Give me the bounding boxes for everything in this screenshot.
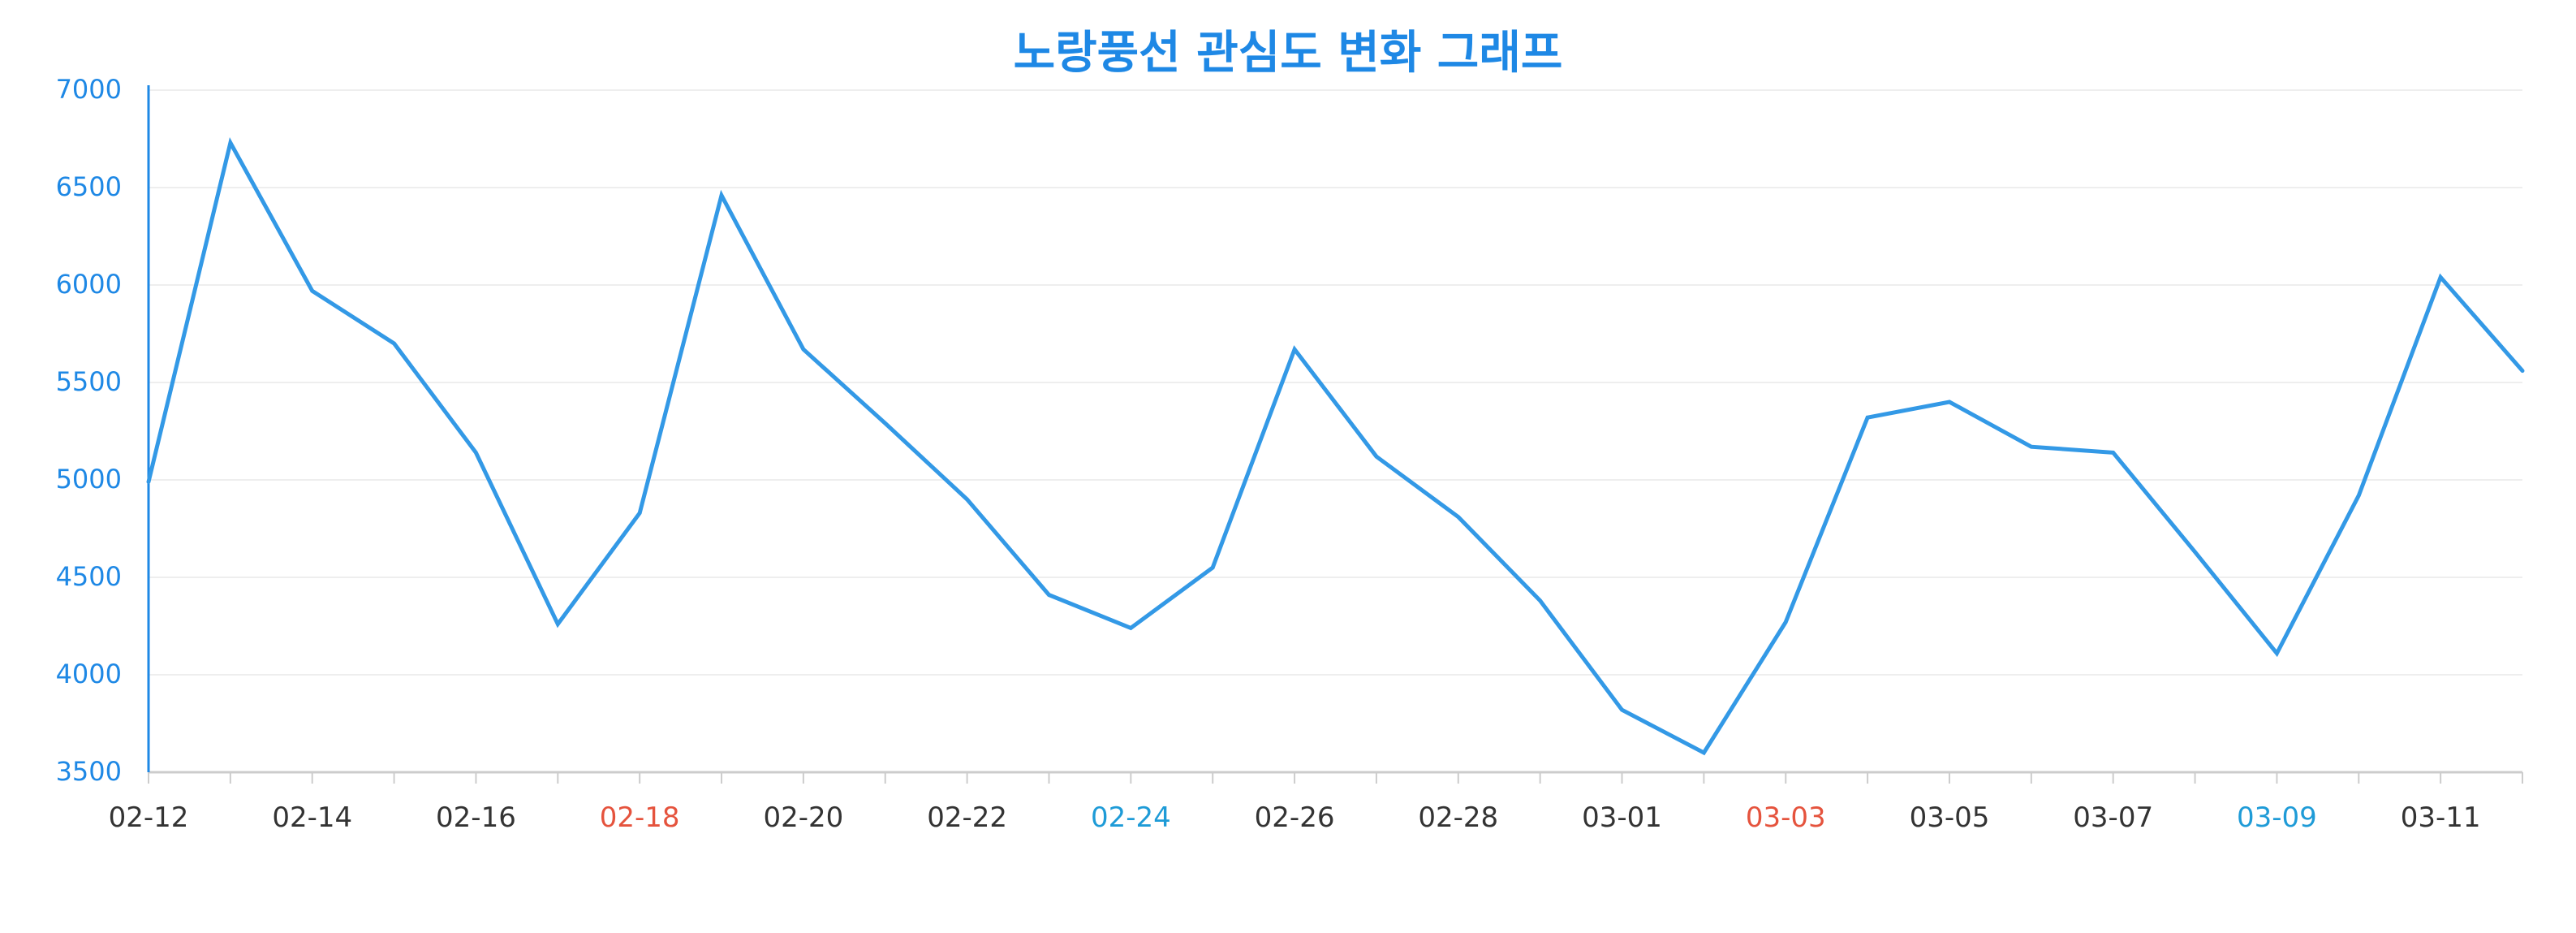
x-tick-label-03-05: 03-05: [1910, 801, 1990, 834]
x-tick-label-02-16: 02-16: [436, 801, 516, 834]
x-tick-label-02-12: 02-12: [109, 801, 189, 834]
grid-layer: [149, 89, 2522, 676]
x-tick-label-03-11: 03-11: [2401, 801, 2481, 834]
x-tick-label-02-24: 02-24: [1091, 801, 1171, 834]
x-tick-label-02-22: 02-22: [927, 801, 1007, 834]
y-tick-label-4000: 4000: [56, 659, 122, 689]
series-layer: [146, 136, 2525, 756]
y-tick-label-6500: 6500: [56, 171, 122, 202]
x-tick-label-03-01: 03-01: [1582, 801, 1662, 834]
x-tick-label-02-20: 02-20: [763, 801, 843, 834]
x-tick-label-02-18: 02-18: [600, 801, 680, 834]
x-tick-labels: 02-12 02-14 02-16 02-18 02-20 02-22 02-24 02-26…: [109, 801, 2481, 834]
y-tick-label-5500: 5500: [56, 366, 122, 397]
y-tick-label-4500: 4500: [56, 561, 122, 592]
y-tick-label-3500: 3500: [56, 756, 122, 787]
x-tick-label-02-28: 02-28: [1418, 801, 1498, 834]
series-line-0: [146, 136, 2525, 756]
y-tick-labels: 3500 4000 4500 5000 5500 6000 6500 7000: [56, 74, 122, 787]
x-tick-label-03-09: 03-09: [2237, 801, 2317, 834]
axis-layer: [147, 85, 2523, 784]
y-tick-label-7000: 7000: [56, 74, 122, 105]
x-tick-label-02-26: 02-26: [1255, 801, 1335, 834]
y-tick-label-5000: 5000: [56, 464, 122, 495]
x-tick-label-03-03: 03-03: [1746, 801, 1826, 834]
chart-title: 노랑풍선 관심도 변화 그래프: [1013, 27, 1563, 80]
x-tick-label-02-14: 02-14: [272, 801, 352, 834]
x-tick-label-03-07: 03-07: [2073, 801, 2153, 834]
y-tick-label-6000: 6000: [56, 269, 122, 300]
